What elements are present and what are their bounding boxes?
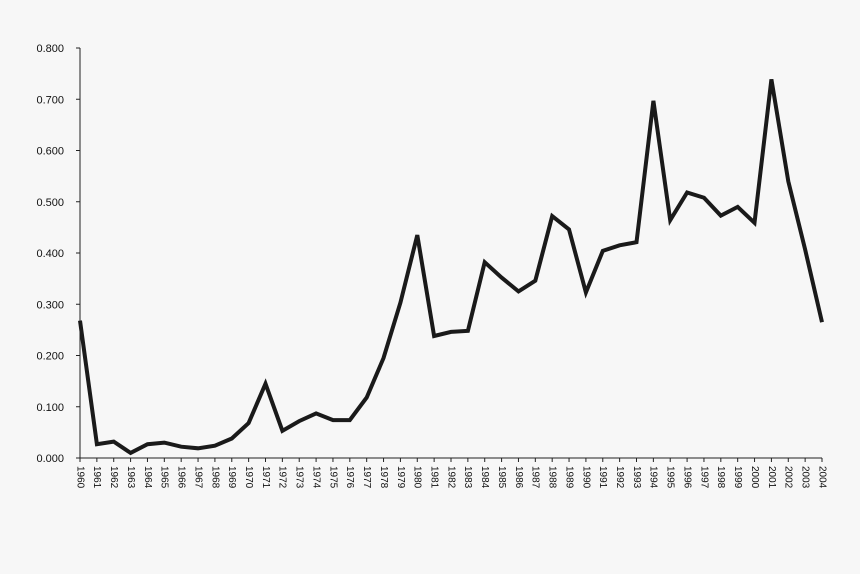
- y-tick-label: 0.200: [36, 351, 64, 363]
- x-tick-label: 1972: [277, 466, 288, 489]
- x-tick-label: 1996: [681, 466, 692, 489]
- y-tick-label: 0.500: [36, 197, 64, 209]
- x-tick-label: 1960: [74, 466, 85, 489]
- x-tick-label: 1991: [597, 466, 608, 489]
- x-tick-label: 1993: [631, 466, 642, 489]
- x-tick-label: 1980: [412, 466, 423, 489]
- x-tick-label: 1994: [648, 466, 659, 489]
- x-tick-label: 1965: [159, 466, 170, 489]
- x-tick-label: 1961: [91, 466, 102, 489]
- x-tick-label: 2000: [749, 466, 760, 489]
- x-tick-label: 2002: [783, 466, 794, 489]
- x-tick-label: 1986: [513, 466, 524, 489]
- series-group: [80, 79, 822, 453]
- x-tick-group: 1960 1961 1962 1963 1964 1965 1966 1967 1968 1969…: [74, 458, 827, 489]
- x-tick-label: 1985: [496, 466, 507, 489]
- y-tick-label: 0.100: [36, 402, 64, 414]
- x-tick-label: 1976: [344, 466, 355, 489]
- y-tick-label: 0.000: [36, 453, 64, 465]
- x-tick-label: 1995: [665, 466, 676, 489]
- x-tick-label: 1989: [563, 466, 574, 489]
- x-tick-label: 2004: [816, 466, 827, 489]
- x-tick-label: 1977: [361, 466, 372, 489]
- x-tick-label: 1997: [698, 466, 709, 489]
- x-tick-label: 1962: [108, 466, 119, 489]
- x-tick-label: 1979: [395, 466, 406, 489]
- x-tick-label: 1974: [310, 466, 321, 489]
- x-tick-label: 1984: [479, 466, 490, 489]
- y-tick-label: 0.700: [36, 94, 64, 106]
- x-tick-label: 1963: [125, 466, 136, 489]
- x-tick-label: 1973: [294, 466, 305, 489]
- x-tick-label: 1999: [732, 466, 743, 489]
- x-tick-label: 1975: [327, 466, 338, 489]
- y-tick-label: 0.300: [36, 299, 64, 311]
- y-tick-label: 0.800: [36, 43, 64, 55]
- x-tick-label: 2001: [766, 466, 777, 489]
- y-tick-group: 0.000 0.100 0.200 0.300 0.400 0.500 0.600 0.700…: [36, 43, 80, 465]
- x-tick-label: 1978: [378, 466, 389, 489]
- x-tick-label: 1969: [226, 466, 237, 489]
- x-tick-label: 1967: [192, 466, 203, 489]
- y-tick-label: 0.400: [36, 248, 64, 260]
- x-tick-label: 1983: [462, 466, 473, 489]
- x-tick-label: 1998: [715, 466, 726, 489]
- x-tick-label: 1968: [209, 466, 220, 489]
- x-tick-label: 1981: [428, 466, 439, 489]
- x-tick-label: 1964: [142, 466, 153, 489]
- x-tick-label: 1971: [260, 466, 271, 489]
- series-line: [80, 79, 822, 453]
- x-tick-label: 1987: [530, 466, 541, 489]
- x-tick-label: 1990: [580, 466, 591, 489]
- x-tick-label: 1966: [176, 466, 187, 489]
- x-tick-label: 1992: [614, 466, 625, 489]
- x-tick-label: 1982: [445, 466, 456, 489]
- x-tick-label: 1988: [547, 466, 558, 489]
- y-tick-label: 0.600: [36, 146, 64, 158]
- x-tick-label: 1970: [243, 466, 254, 489]
- x-tick-label: 2003: [799, 466, 810, 489]
